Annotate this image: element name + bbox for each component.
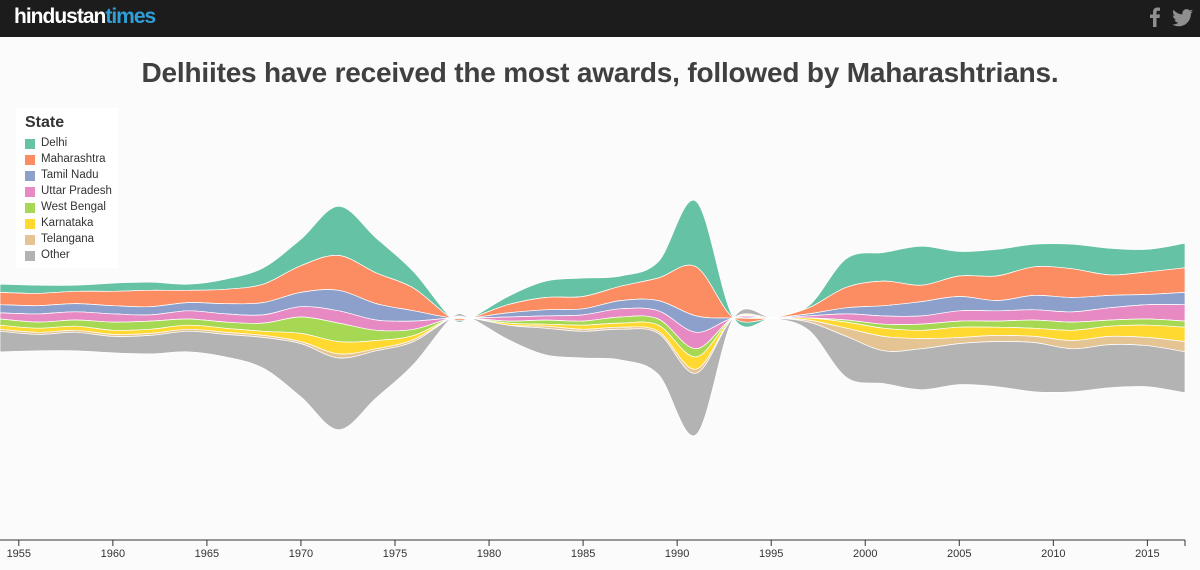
legend-label: Uttar Pradesh xyxy=(41,185,112,197)
x-tick-label-1990: 1990 xyxy=(665,548,689,560)
legend-swatch xyxy=(25,139,35,149)
x-tick-label-2010: 2010 xyxy=(1041,548,1065,560)
x-tick-label-1995: 1995 xyxy=(759,548,783,560)
legend: State Delhi Maharashtra Tamil Nadu Uttar… xyxy=(16,108,118,268)
legend-swatch xyxy=(25,251,35,261)
x-tick-label-1965: 1965 xyxy=(195,548,219,560)
legend-label: Telangana xyxy=(41,233,95,245)
legend-title: State xyxy=(25,114,65,131)
facebook-icon[interactable] xyxy=(1144,5,1166,29)
legend-swatch xyxy=(25,171,35,181)
legend-swatch xyxy=(25,235,35,245)
legend-swatch xyxy=(25,203,35,213)
logo-text-times: times xyxy=(105,5,156,28)
stream-layer-other xyxy=(0,308,1186,437)
x-tick-label-1970: 1970 xyxy=(289,548,313,560)
x-tick-label-2000: 2000 xyxy=(853,548,877,560)
x-tick-label-1975: 1975 xyxy=(383,548,407,560)
x-tick-label-2005: 2005 xyxy=(947,548,971,560)
legend-label: Maharashtra xyxy=(41,153,106,165)
twitter-icon[interactable] xyxy=(1170,5,1196,29)
top-bar: hindustantimes xyxy=(0,0,1200,37)
legend-label: Karnataka xyxy=(41,217,94,229)
legend-label: West Bengal xyxy=(41,201,106,213)
x-tick-label-1980: 1980 xyxy=(477,548,501,560)
x-tick-label-1985: 1985 xyxy=(571,548,595,560)
legend-label: Tamil Nadu xyxy=(41,169,99,181)
stream-layers xyxy=(0,199,1186,437)
page-title: Delhiites have received the most awards,… xyxy=(141,57,1059,88)
logo-text-hindustan: hindustan xyxy=(14,5,106,28)
legend-swatch xyxy=(25,219,35,229)
x-tick-label-1955: 1955 xyxy=(7,548,31,560)
x-tick-label-1960: 1960 xyxy=(101,548,125,560)
legend-label: Other xyxy=(41,249,70,261)
legend-swatch xyxy=(25,187,35,197)
x-axis: 1955 1960 1965 1970 1975 1980 1985 1990 1995 2000… xyxy=(0,539,1186,560)
legend-label: Delhi xyxy=(41,137,68,149)
x-tick-label-2015: 2015 xyxy=(1135,548,1159,560)
site-logo[interactable]: hindustantimes xyxy=(14,5,156,29)
legend-swatch xyxy=(25,155,35,165)
